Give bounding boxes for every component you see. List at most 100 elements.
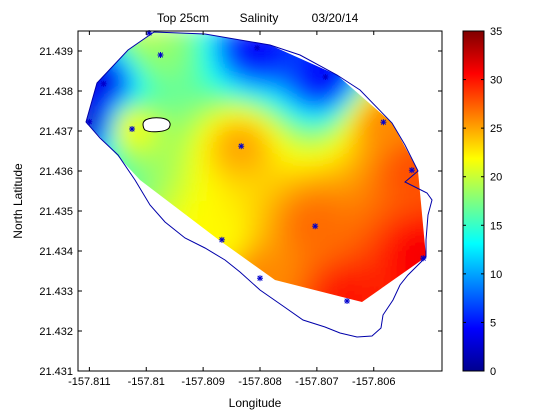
surface-cell [356, 219, 367, 230]
surface-cell [356, 237, 367, 248]
surface-cell [374, 228, 385, 239]
surface-cell [392, 264, 403, 275]
surface-cell [149, 147, 160, 158]
surface-cell [401, 228, 412, 239]
surface-cell [293, 147, 304, 158]
surface-cell [401, 201, 412, 212]
surface-cell [212, 111, 223, 122]
surface-cell [275, 201, 286, 212]
surface-cell [275, 192, 286, 203]
surface-cell [149, 39, 160, 50]
colorbar-tick-label: 25 [490, 123, 502, 135]
surface-cell [176, 93, 187, 104]
surface-cell [221, 75, 232, 86]
surface-cell [329, 228, 340, 239]
surface-cell [365, 138, 376, 149]
surface-cell [248, 138, 259, 149]
surface-cell [356, 111, 367, 122]
surface-cell [248, 102, 259, 113]
surface-cell [176, 102, 187, 113]
surface-cell [320, 174, 331, 185]
surface-cell [329, 264, 340, 275]
surface-cell [239, 120, 250, 131]
surface-cell [383, 264, 394, 275]
colorbar-ticks: 0 5 10 15 20 25 30 35 [463, 26, 502, 378]
surface-cell [221, 192, 232, 203]
surface-cell [248, 57, 259, 68]
surface-cell [338, 264, 349, 275]
surface-cell [257, 228, 268, 239]
surface-cell [302, 192, 313, 203]
surface-cell [122, 156, 133, 167]
surface-cell [356, 228, 367, 239]
surface-cell [410, 219, 421, 230]
colorbar [462, 30, 485, 372]
surface-cell [347, 210, 358, 221]
surface-cell [356, 192, 367, 203]
surface-cell [239, 66, 250, 77]
surface-cell [374, 183, 385, 194]
surface-cell [320, 219, 331, 230]
surface-cell [203, 111, 214, 122]
surface-cell [212, 57, 223, 68]
surface-cell [329, 237, 340, 248]
colorbar-tick-label: 30 [490, 75, 502, 87]
y-axis: 21.431 21.432 21.433 21.434 21.435 21.436 21.4… [39, 46, 442, 378]
surface-cell [221, 219, 232, 230]
surface-cell [374, 147, 385, 158]
surface-cell [185, 102, 196, 113]
surface-cell [311, 102, 322, 113]
surface-cell [185, 120, 196, 131]
surface-cell [284, 57, 295, 68]
station-marker [322, 74, 329, 80]
surface-cell [392, 165, 403, 176]
surface-cell [320, 165, 331, 176]
surface-cell [266, 228, 277, 239]
surface-cell [356, 147, 367, 158]
surface-cell [158, 147, 169, 158]
surface-cell [266, 192, 277, 203]
surface-cell [113, 147, 124, 158]
surface-cell [212, 129, 223, 140]
surface-cell [365, 183, 376, 194]
surface-cell [203, 57, 214, 68]
surface-cell [158, 138, 169, 149]
surface-cell [212, 102, 223, 113]
surface-cell [347, 183, 358, 194]
surface-cell [266, 174, 277, 185]
surface-cell [302, 102, 313, 113]
surface-cell [104, 66, 115, 77]
surface-cell [239, 228, 250, 239]
surface-cell [104, 111, 115, 122]
y-tick-label: 21.438 [39, 86, 73, 98]
surface-cell [302, 165, 313, 176]
surface-cell [230, 174, 241, 185]
surface-cell [275, 120, 286, 131]
surface-cell [194, 66, 205, 77]
surface-cell [113, 111, 124, 122]
surface-cell [248, 111, 259, 122]
surface-cell [365, 165, 376, 176]
surface-cell [230, 93, 241, 104]
surface-cell [194, 57, 205, 68]
surface-cell [311, 228, 322, 239]
surface-cell [392, 237, 403, 248]
surface-cell [284, 228, 295, 239]
surface-cell [365, 273, 376, 284]
surface-cell [185, 156, 196, 167]
surface-cell [95, 102, 106, 113]
surface-cell [257, 102, 268, 113]
surface-cell [419, 228, 426, 239]
surface-cell [347, 138, 358, 149]
surface-cell [248, 219, 259, 230]
surface-cell [212, 138, 223, 149]
surface-cell [212, 93, 223, 104]
surface-cell [140, 57, 151, 68]
surface-cell [194, 102, 205, 113]
surface-cell [338, 273, 349, 284]
surface-cell [410, 210, 421, 221]
surface-cell [194, 111, 205, 122]
surface-cell [257, 255, 268, 266]
surface-cell [212, 210, 223, 221]
surface-cell [266, 48, 277, 59]
